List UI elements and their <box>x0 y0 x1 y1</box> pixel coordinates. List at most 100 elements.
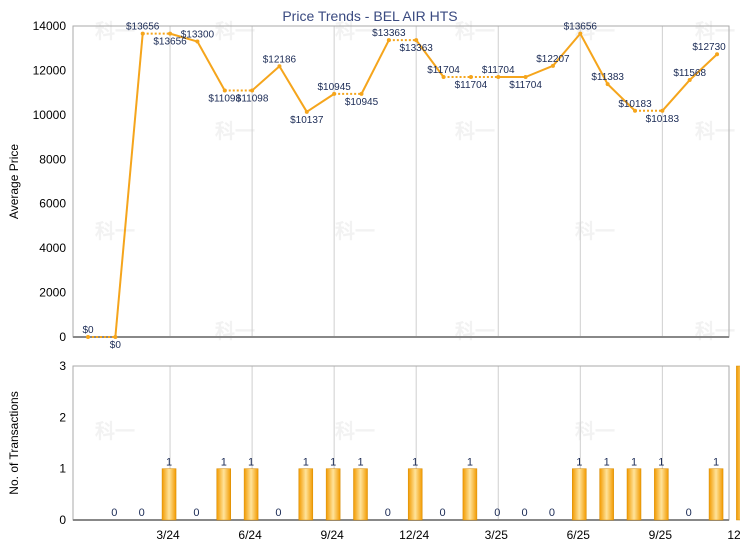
price-data-label: $11098 <box>236 93 269 104</box>
price-line-segment <box>278 65 308 113</box>
price-point[interactable] <box>496 75 501 80</box>
transaction-bar[interactable] <box>298 468 314 521</box>
price-data-label: $13656 <box>564 22 598 33</box>
transaction-bar[interactable] <box>353 468 368 521</box>
transaction-count-label: 0 <box>686 507 692 519</box>
price-line-segment <box>552 32 582 67</box>
price-point[interactable] <box>222 88 227 93</box>
transaction-bar[interactable] <box>654 468 669 521</box>
transaction-count-label: 1 <box>631 457 637 469</box>
price-data-label: $12186 <box>263 54 297 65</box>
price-point[interactable] <box>468 75 473 80</box>
transactions-y-tick-label: 2 <box>59 410 66 424</box>
price-data-label: $11098 <box>208 93 241 104</box>
price-line-segment <box>525 64 554 78</box>
transaction-count-label: 0 <box>549 507 555 519</box>
transaction-bar[interactable] <box>216 468 231 521</box>
watermark-text: 科一 <box>695 119 735 143</box>
transaction-count-label: 1 <box>713 457 719 469</box>
price-data-label: $10945 <box>345 97 379 108</box>
transaction-count-label: 0 <box>385 507 391 519</box>
price-point[interactable] <box>195 39 200 44</box>
price-data-label: $0 <box>110 340 122 351</box>
watermark-text: 科一 <box>215 319 255 343</box>
price-point[interactable] <box>523 75 528 80</box>
watermark-text: 科一 <box>335 419 375 443</box>
x-tick-label: 9/25 <box>649 528 673 542</box>
price-line-segment <box>689 53 718 81</box>
price-point[interactable] <box>140 31 145 36</box>
price-data-label: $11704 <box>427 65 460 76</box>
x-tick-label: 12/25 <box>727 528 740 542</box>
watermark-text: 科一 <box>695 319 735 343</box>
price-point[interactable] <box>441 75 446 80</box>
price-line-segment <box>579 33 609 85</box>
chart-title: Price Trends - BEL AIR HTS <box>282 8 457 24</box>
price-data-label: $10945 <box>317 82 351 93</box>
price-point[interactable] <box>113 335 118 339</box>
price-y-axis-title: Average Price <box>7 144 21 219</box>
transaction-count-label: 1 <box>658 457 664 469</box>
transaction-bar[interactable] <box>736 365 740 521</box>
price-point[interactable] <box>687 78 692 83</box>
price-point[interactable] <box>578 31 583 36</box>
transaction-count-label: 0 <box>193 507 199 519</box>
transaction-count-label: 0 <box>275 507 281 519</box>
price-data-label: $13656 <box>153 37 187 48</box>
price-point[interactable] <box>168 31 173 36</box>
watermark-text: 科一 <box>695 19 735 43</box>
price-data-label: $10183 <box>646 114 680 125</box>
price-data-label: $12730 <box>692 42 726 53</box>
watermark-text: 科一 <box>335 219 375 243</box>
price-data-label: $13363 <box>372 28 406 39</box>
price-y-tick-label: 0 <box>59 330 66 344</box>
price-point[interactable] <box>250 88 255 93</box>
price-point[interactable] <box>332 91 337 96</box>
transaction-bar[interactable] <box>572 468 587 521</box>
price-point[interactable] <box>715 52 720 57</box>
price-line-segment <box>251 65 281 92</box>
price-line-segment <box>661 79 691 112</box>
watermark-text: 科一 <box>455 319 495 343</box>
transaction-bar[interactable] <box>407 468 423 521</box>
transaction-count-label: 1 <box>248 457 254 469</box>
price-point[interactable] <box>633 108 637 113</box>
price-point[interactable] <box>605 82 610 87</box>
price-point[interactable] <box>86 335 90 339</box>
price-data-label: $11704 <box>509 80 542 91</box>
watermark-text: 科一 <box>575 419 615 443</box>
price-plot-area <box>72 25 730 338</box>
transaction-bar[interactable] <box>626 468 642 521</box>
transaction-bar[interactable] <box>325 468 341 521</box>
transaction-count-label: 0 <box>139 507 145 519</box>
watermark-text: 科一 <box>575 19 615 43</box>
price-y-tick-label: 10000 <box>33 108 67 122</box>
price-data-label: $12207 <box>536 54 570 65</box>
transaction-bar[interactable] <box>599 468 614 521</box>
price-line-segment <box>196 41 226 91</box>
price-point[interactable] <box>277 64 282 69</box>
watermark-text: 科一 <box>215 119 255 143</box>
price-point[interactable] <box>660 108 665 113</box>
price-line-segment <box>306 93 335 113</box>
transaction-bar[interactable] <box>243 468 259 521</box>
price-point[interactable] <box>550 63 555 68</box>
transaction-bar[interactable] <box>161 468 177 521</box>
price-point[interactable] <box>304 109 309 114</box>
price-y-tick-label: 14000 <box>33 19 67 33</box>
x-tick-label: 12/24 <box>399 528 429 542</box>
transaction-bar[interactable] <box>708 468 724 521</box>
price-point[interactable] <box>414 38 419 43</box>
transaction-count-label: 1 <box>221 457 227 469</box>
transaction-bar[interactable] <box>462 468 478 521</box>
price-y-tick-label: 4000 <box>39 241 66 255</box>
price-data-label: $11704 <box>482 65 515 76</box>
price-point[interactable] <box>359 91 364 96</box>
watermark-text: 科一 <box>455 119 495 143</box>
price-data-label: $11568 <box>673 68 706 79</box>
price-data-label: $0 <box>82 325 94 336</box>
price-data-label: $11704 <box>455 80 488 91</box>
price-point[interactable] <box>386 38 391 43</box>
